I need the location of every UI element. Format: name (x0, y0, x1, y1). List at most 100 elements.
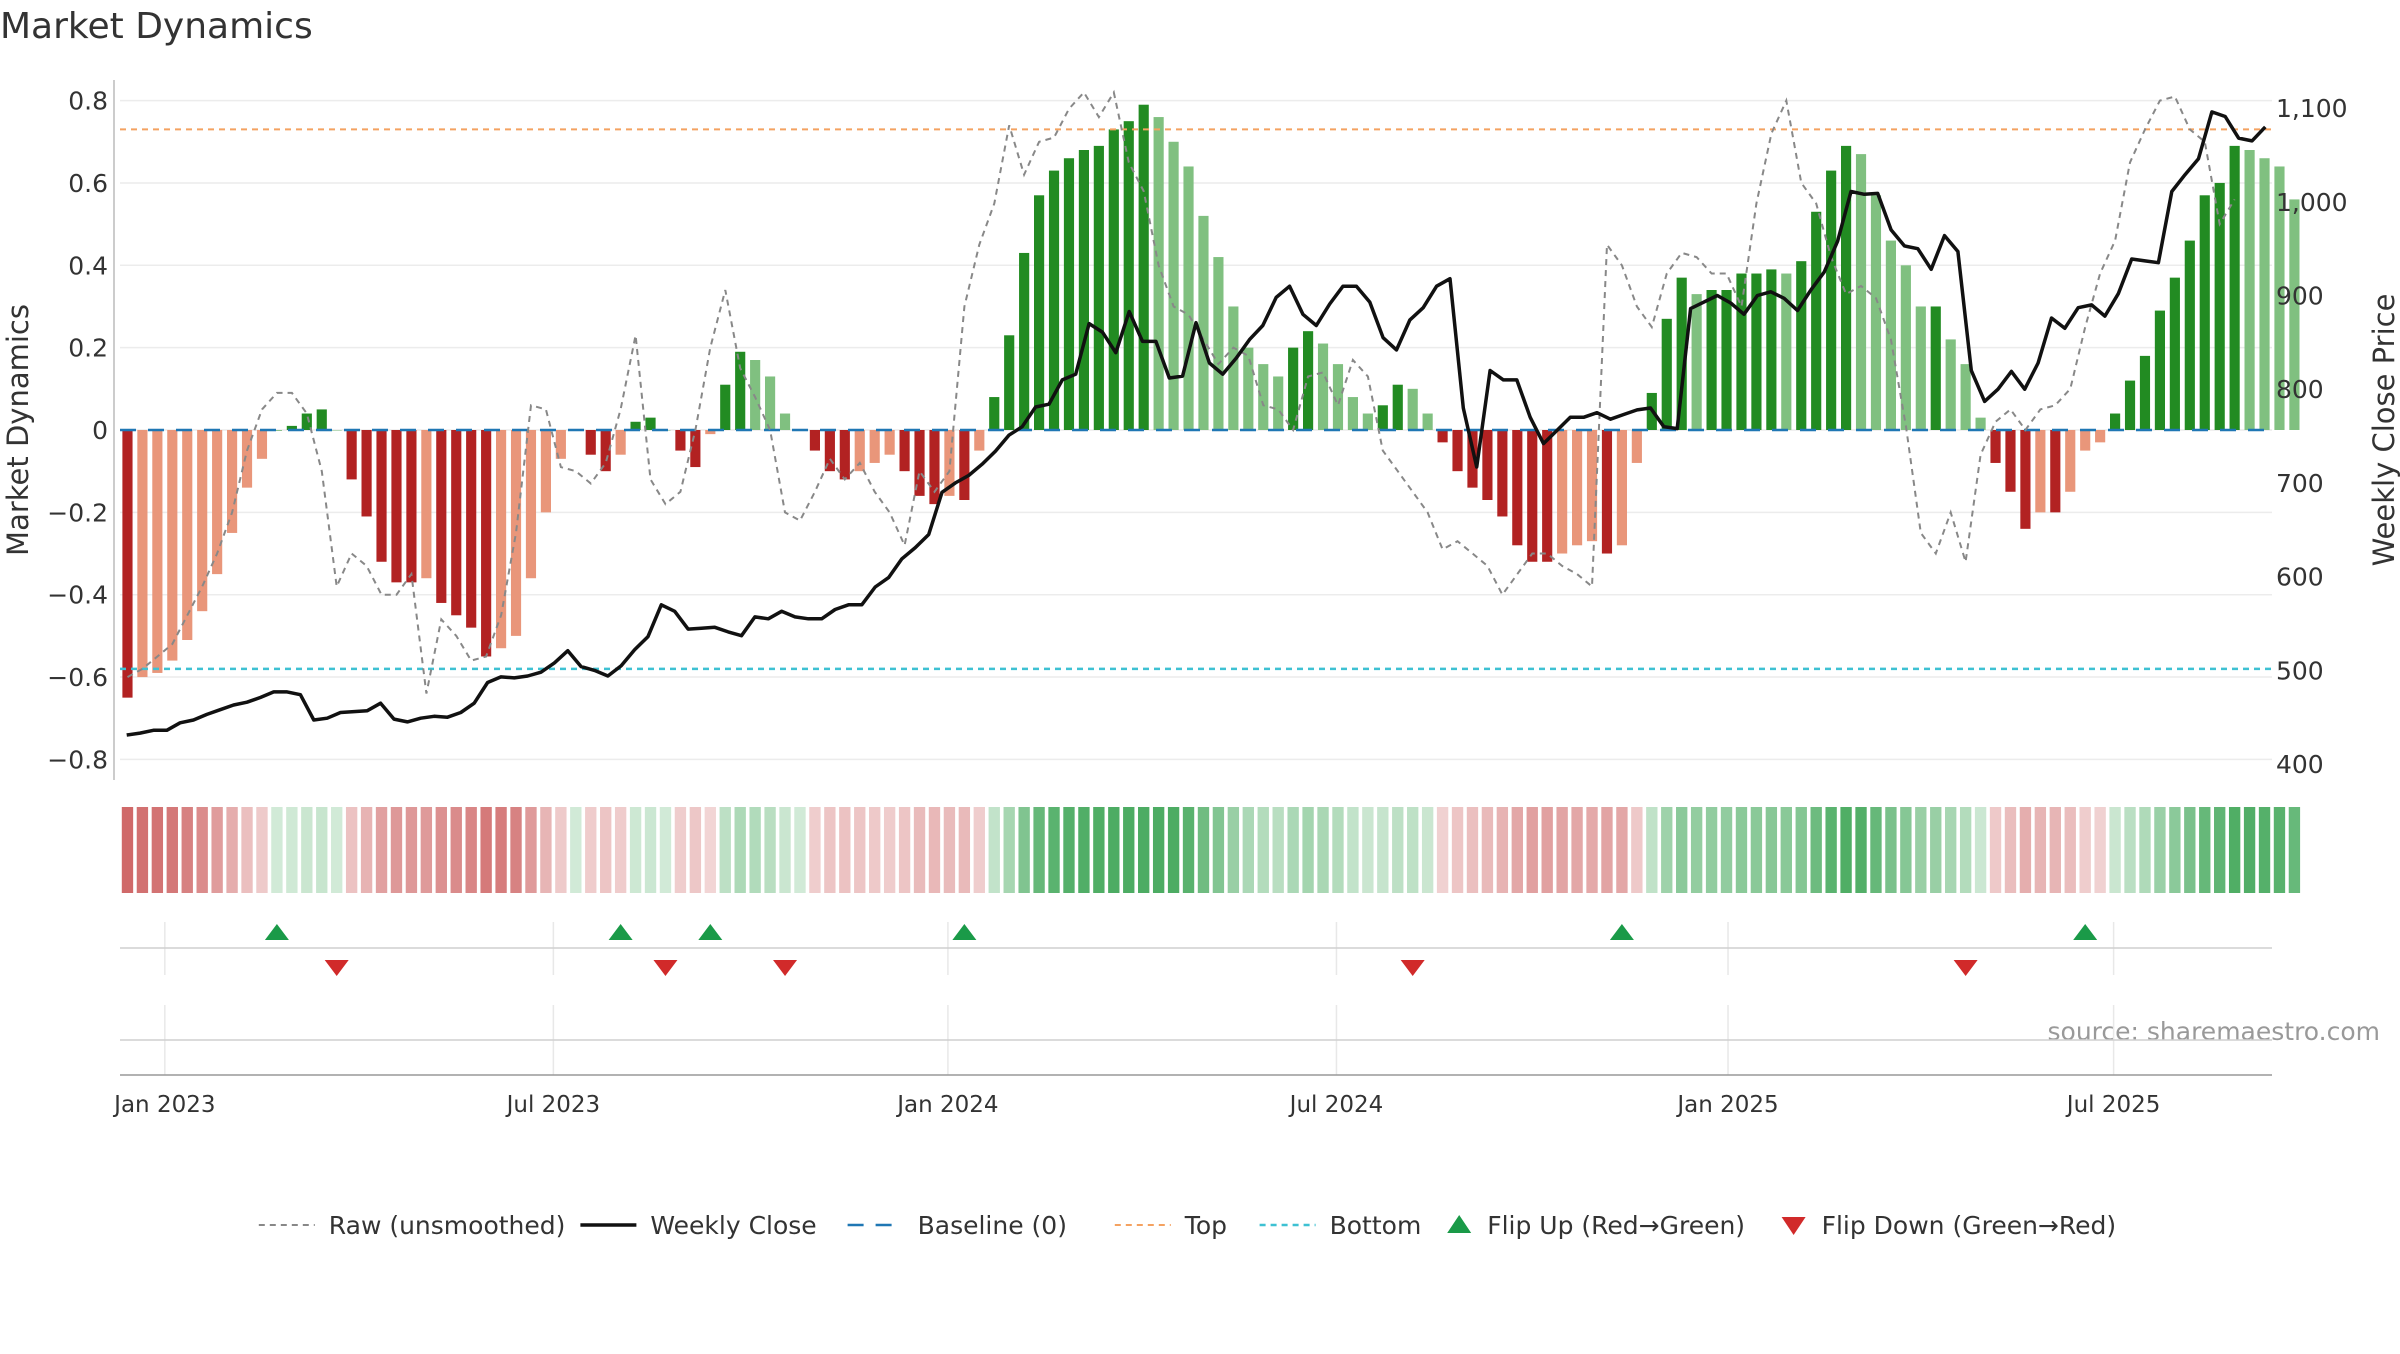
bar (152, 430, 163, 673)
bar (1706, 290, 1717, 430)
bar (2095, 430, 2106, 443)
bar (1078, 150, 1089, 430)
regime-cell (2139, 807, 2151, 893)
regime-cell (2228, 807, 2241, 893)
bar (1736, 273, 1747, 430)
regime-cell (2094, 807, 2106, 893)
flip-up-marker (952, 924, 977, 940)
bar (1811, 211, 1822, 430)
bar (1855, 154, 1867, 430)
regime-cell (1138, 807, 1150, 893)
bar (959, 430, 970, 500)
regime-cell (674, 807, 687, 893)
bar (182, 430, 193, 640)
bar (1482, 430, 1493, 500)
regime-cell (1690, 807, 1703, 893)
regime-cell (1287, 807, 1299, 893)
bar (1228, 306, 1239, 430)
regime-cell (1152, 807, 1165, 893)
bar (824, 430, 835, 472)
y-tick-label-right: 500 (2276, 656, 2324, 685)
bar (1422, 413, 1433, 430)
bar (376, 430, 387, 562)
regime-cell (2243, 807, 2256, 893)
bar (600, 430, 611, 472)
bar (1781, 273, 1792, 430)
regime-cell (1033, 807, 1045, 893)
legend: Raw (unsmoothed) Weekly Close Baseline (0)… (258, 1211, 2117, 1240)
regime-cell (1631, 807, 1643, 893)
bar (1467, 430, 1478, 488)
regime-cell (1123, 807, 1135, 893)
regime-cell (151, 807, 164, 893)
legend-label: Bottom (1330, 1211, 1422, 1240)
regime-cell (1272, 807, 1284, 893)
regime-cell (226, 807, 238, 893)
regime-cell (644, 807, 657, 893)
flip-panel (120, 924, 2272, 1076)
regime-cell (1765, 807, 1778, 893)
regime-cell (1018, 807, 1030, 893)
regime-cell (1676, 807, 1688, 893)
y-tick-label-left: 0.2 (68, 334, 108, 363)
flip-up-marker (264, 924, 289, 940)
regime-cell (1900, 807, 1912, 893)
bar (391, 430, 402, 583)
regime-cell (2004, 807, 2017, 893)
regime-cell (1616, 807, 1628, 893)
bar (286, 425, 297, 430)
regime-cell (345, 807, 358, 893)
flip-down-marker (1953, 960, 1978, 976)
regime-cell (540, 807, 552, 893)
y-tick-label-left: 0 (92, 416, 108, 445)
bar (765, 376, 776, 430)
bar (1437, 430, 1448, 443)
bar (1183, 166, 1194, 430)
lines-layer (120, 89, 2272, 737)
bar (974, 430, 985, 451)
regime-cell (1377, 807, 1389, 893)
regime-cell (271, 807, 283, 893)
bar (1676, 277, 1687, 430)
x-tick-label: Jan 2024 (895, 1092, 998, 1118)
bar (1392, 384, 1403, 430)
bar (1048, 170, 1060, 430)
bar (167, 430, 178, 661)
y-tick-label-right: 700 (2276, 469, 2324, 498)
source-note: source: sharemaestro.com (2048, 1017, 2381, 1046)
legend-label: Flip Down (Green→Red) (1822, 1211, 2117, 1240)
regime-cell (2124, 807, 2136, 893)
regime-cell (1212, 807, 1225, 893)
bar (451, 430, 462, 616)
bar (854, 430, 865, 472)
bar (1108, 129, 1119, 431)
y-tick-label-right: 1,000 (2276, 188, 2348, 217)
bar (1527, 430, 1538, 562)
raw-series-line (127, 89, 2236, 694)
regime-cell (286, 807, 298, 893)
regime-cell (1392, 807, 1404, 893)
flip-down-marker (1400, 960, 1425, 976)
bar (1721, 290, 1732, 430)
bar (1288, 347, 1299, 430)
regime-cell (1556, 807, 1568, 893)
bar (615, 430, 626, 455)
bar (406, 430, 417, 583)
bar (1751, 273, 1762, 430)
bar (555, 430, 566, 459)
regime-cell (196, 807, 208, 893)
x-tick-label: Jan 2023 (112, 1092, 215, 1118)
bar (525, 430, 537, 579)
x-tick-label: Jul 2025 (2065, 1092, 2161, 1118)
regime-cell (1257, 807, 1269, 893)
bar (1497, 430, 1508, 517)
regime-cell (1242, 807, 1254, 893)
regime-cell (973, 807, 985, 893)
bar (1616, 430, 1627, 546)
bar (884, 430, 895, 455)
regime-cell (1003, 807, 1015, 893)
regime-cell (2258, 807, 2271, 893)
bar (705, 430, 716, 435)
bar (1063, 158, 1075, 430)
